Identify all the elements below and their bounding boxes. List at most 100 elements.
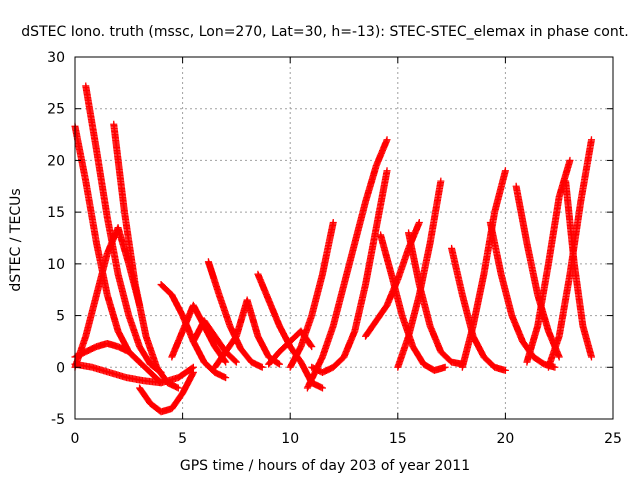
data-point-trail (491, 168, 509, 215)
data-point (275, 360, 283, 368)
data-point (222, 358, 230, 366)
data-point-trail (125, 261, 143, 308)
data-point-trail (158, 282, 175, 298)
data-point-trail (205, 259, 223, 298)
y-tick-label: 0 (56, 360, 65, 376)
data-series-24 (486, 218, 559, 371)
data-point-trail (416, 241, 434, 297)
data-series-15 (303, 136, 391, 392)
data-point-trail (362, 163, 380, 204)
data-series-21 (394, 177, 445, 371)
data-point-trail (340, 241, 358, 287)
chart-title: dSTEC Iono. truth (mssc, Lon=270, Lat=30… (21, 24, 628, 40)
data-point (232, 358, 240, 366)
data-point-trail (82, 292, 100, 339)
data-point-trail (287, 344, 304, 370)
y-tick-label: 20 (47, 153, 65, 169)
data-point-trail (405, 292, 423, 339)
data-point-trail (487, 220, 505, 277)
axis-ticks: 0 5 10 15 20 25 -5 0 5 10 15 20 25 30 (47, 50, 622, 447)
data-point (329, 218, 337, 226)
data-point-trail (555, 272, 574, 339)
y-tick-label: 5 (56, 309, 65, 325)
data-point-trail (497, 272, 515, 318)
y-tick-label: -5 (51, 412, 65, 428)
data-point-trail (168, 328, 186, 360)
data-point (318, 384, 326, 392)
data-point-trail (362, 225, 380, 287)
y-tick-label: 30 (47, 50, 65, 66)
data-point-trail (125, 313, 143, 349)
data-point-trail (508, 313, 526, 344)
data-point-trail (410, 344, 427, 367)
data-point-trail (143, 334, 160, 370)
plot-frame (74, 56, 614, 420)
data-point (566, 156, 574, 164)
data-point-trail (319, 220, 337, 277)
data-point-trail (216, 292, 233, 329)
data-point (189, 368, 197, 376)
data-point-trail (373, 168, 391, 230)
data-series-28 (562, 177, 595, 361)
data-point-trail (297, 313, 315, 349)
data-point-trail (169, 292, 186, 318)
data-point-trail (175, 364, 196, 381)
data-point (501, 366, 509, 374)
data-point-trail (277, 338, 293, 355)
data-point-trail (341, 328, 358, 360)
data-point-trail (169, 390, 186, 411)
data-point-trail (212, 349, 229, 370)
data-point-trail (512, 184, 531, 246)
data-point-trail (90, 364, 112, 376)
data-point-trail (531, 354, 547, 367)
data-point-trail (201, 359, 218, 375)
data-point-trail (71, 124, 89, 184)
data-point-trail (82, 179, 100, 246)
x-tick-label: 25 (604, 431, 622, 447)
x-tick-label: 0 (71, 431, 80, 447)
data-point-trail (523, 323, 541, 365)
data-point (415, 218, 423, 226)
data-point-trail (570, 261, 587, 328)
data-point-trail (373, 137, 390, 168)
x-axis-label: GPS time / hours of day 203 of year 2011 (180, 458, 470, 474)
data-point-trail (265, 297, 283, 329)
data-point-trail (255, 334, 272, 360)
data-point-trail (405, 230, 423, 287)
data-point-trail (362, 318, 379, 339)
data-point-trail (579, 323, 595, 360)
data-point-trail (238, 346, 255, 365)
data-points (71, 82, 595, 416)
data-point-trail (124, 374, 146, 384)
data-point-trail (438, 349, 455, 365)
data-point-trail (254, 272, 272, 303)
data-series-16 (286, 218, 337, 371)
data-point (587, 353, 595, 361)
data-point-trail (104, 292, 122, 334)
data-point-trail (107, 369, 129, 381)
x-tick-label: 15 (389, 431, 407, 447)
data-point-trail (545, 194, 563, 266)
data-point (501, 167, 509, 175)
data-point (555, 353, 563, 361)
data-point-trail (373, 302, 390, 324)
y-axis-label: dSTEC / TECUs (8, 188, 24, 291)
data-series-7 (136, 368, 197, 416)
data-point-trail (114, 225, 132, 266)
data-point-trail (308, 272, 326, 318)
data-point-trail (388, 272, 406, 318)
data-point (383, 136, 391, 144)
data-point-trail (377, 232, 395, 277)
data-point-trail (137, 359, 153, 375)
data-point-trail (136, 344, 154, 367)
data-point (222, 374, 230, 382)
data-point-trail (136, 385, 153, 406)
data-point (174, 384, 182, 392)
data-point-trail (93, 251, 111, 297)
data-point-trail (201, 318, 218, 339)
data-point (383, 167, 391, 175)
data-point-trail (469, 272, 488, 328)
x-tick-label: 20 (496, 431, 514, 447)
data-point-trail (114, 272, 132, 318)
data-point-trail (523, 241, 541, 297)
